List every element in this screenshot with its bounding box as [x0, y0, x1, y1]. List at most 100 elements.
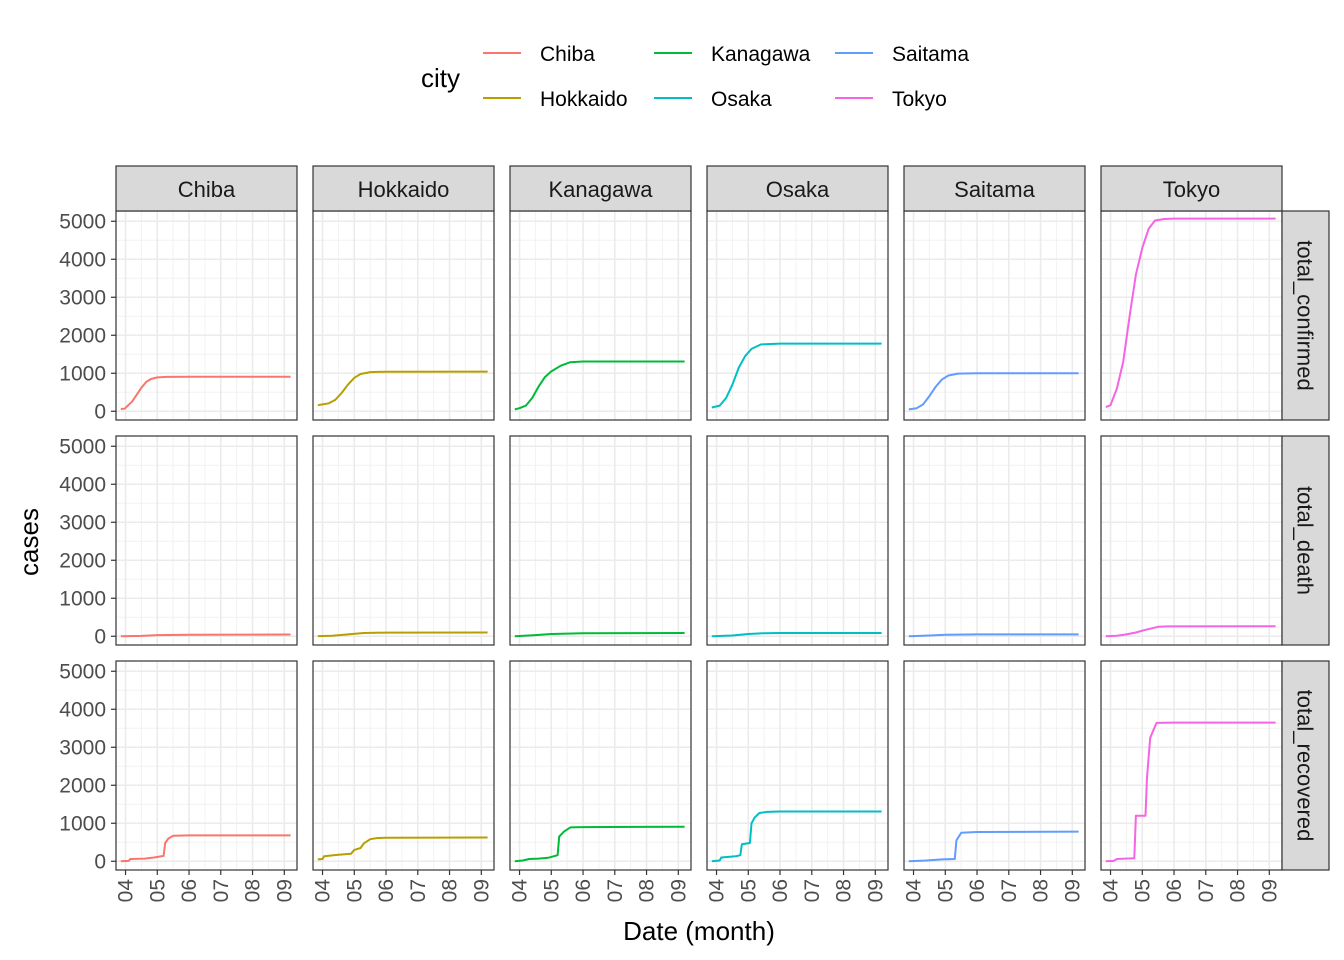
strip-label: Kanagawa: [549, 177, 654, 202]
x-tick-label: 06: [375, 879, 398, 902]
strip-background: [509, 165, 692, 212]
x-tick-label: 04: [1100, 879, 1123, 903]
panel-kanagawa-total-death: [509, 435, 692, 646]
x-tick-label: 07: [604, 879, 627, 902]
panel-background: [313, 436, 494, 645]
gridlines: [707, 661, 888, 870]
x-tick-label: 05: [343, 879, 366, 902]
strip-label: Tokyo: [1163, 177, 1220, 202]
row-strip-total-recovered: total_recovered: [1281, 660, 1330, 871]
panel-background: [904, 661, 1085, 870]
y-tick-label: 3000: [59, 286, 106, 309]
x-tick-label: 05: [1131, 879, 1154, 902]
legend-label: Hokkaido: [540, 88, 628, 111]
x-axis-chiba: 04 05 06 07 08 09: [115, 870, 296, 902]
x-tick-label: 07: [801, 879, 824, 902]
column-strips: Chiba Hokkaido Kanagawa Osaka Saitama Tokyo: [115, 165, 1283, 212]
panel-background: [1101, 661, 1282, 870]
x-axis-osaka: 04 05 06 07 08 09: [706, 870, 887, 902]
y-axis-total-recovered: 0 1000 2000 3000 4000 5000: [59, 660, 116, 873]
gridlines: [510, 436, 691, 645]
strip-background: [903, 165, 1086, 212]
y-tick-label: 5000: [59, 660, 106, 683]
panel-border: [115, 660, 298, 871]
x-tick-label: 09: [273, 879, 296, 902]
panel-tokyo-total-confirmed: [1100, 210, 1283, 421]
y-tick-label: 2000: [59, 549, 106, 572]
legend-item-hokkaido: Hokkaido: [483, 88, 628, 111]
legend-label: Kanagawa: [711, 43, 811, 66]
x-tick-label: 05: [737, 879, 760, 902]
strip-background: [312, 165, 495, 212]
column-strip-chiba: Chiba: [115, 165, 298, 212]
series-line-hokkaido-total-recovered: [317, 836, 488, 861]
series-line-osaka-total-confirmed: [711, 342, 882, 409]
panel-chiba-total-confirmed: [115, 210, 298, 421]
facet-panels: [115, 210, 1283, 871]
column-strip-kanagawa: Kanagawa: [509, 165, 692, 212]
gridlines: [707, 436, 888, 645]
panel-osaka-total-death: [706, 435, 889, 646]
legend-item-chiba: Chiba: [483, 43, 595, 66]
legend-label: Osaka: [711, 88, 772, 111]
x-tick-label: 04: [903, 879, 926, 903]
y-tick-label: 0: [94, 625, 106, 648]
x-tick-label: 06: [178, 879, 201, 902]
strip-background: [1281, 435, 1330, 646]
y-axis-total-death: 0 1000 2000 3000 4000 5000: [59, 435, 116, 648]
strip-label: total_confirmed: [1293, 240, 1318, 390]
gridlines: [116, 211, 297, 420]
series-line-saitama-total-recovered: [908, 830, 1079, 863]
panel-saitama-total-death: [903, 435, 1086, 646]
panel-background: [904, 211, 1085, 420]
y-tick-label: 0: [94, 400, 106, 423]
series-line-kanagawa-total-confirmed: [514, 360, 685, 411]
series-line-hokkaido-total-death: [317, 631, 488, 638]
column-strip-osaka: Osaka: [706, 165, 889, 212]
panel-border: [706, 660, 889, 871]
x-tick-label: 05: [540, 879, 563, 902]
panel-tokyo-total-recovered: [1100, 660, 1283, 871]
x-axis-title: Date (month): [623, 916, 775, 946]
gridlines: [510, 661, 691, 870]
panel-kanagawa-total-confirmed: [509, 210, 692, 421]
legend-label: Saitama: [892, 43, 969, 66]
y-tick-label: 1000: [59, 812, 106, 835]
x-tick-label: 07: [407, 879, 430, 902]
x-tick-label: 08: [242, 879, 265, 902]
strip-background: [1281, 660, 1330, 871]
y-tick-label: 4000: [59, 248, 106, 271]
panel-saitama-total-recovered: [903, 660, 1086, 871]
row-strip-total-death: total_death: [1281, 435, 1330, 646]
series-line-kanagawa-total-death: [514, 632, 685, 638]
gridlines: [1101, 436, 1282, 645]
x-tick-label: 06: [1163, 879, 1186, 902]
gridlines: [1101, 211, 1282, 420]
gridlines: [1101, 661, 1282, 870]
panel-background: [313, 661, 494, 870]
legend-label: Tokyo: [892, 88, 947, 111]
panel-background: [707, 211, 888, 420]
x-tick-label: 09: [667, 879, 690, 902]
panel-background: [1101, 436, 1282, 645]
strip-background: [1100, 165, 1283, 212]
y-tick-label: 5000: [59, 210, 106, 233]
x-axis-saitama: 04 05 06 07 08 09: [903, 870, 1084, 903]
x-tick-label: 06: [769, 879, 792, 902]
panel-chiba-total-recovered: [115, 660, 298, 871]
strip-label: total_recovered: [1293, 690, 1318, 842]
x-tick-label: 08: [1227, 879, 1250, 902]
panel-hokkaido-total-recovered: [312, 660, 495, 871]
strip-background: [706, 165, 889, 212]
series-line-tokyo-total-recovered: [1105, 721, 1276, 863]
y-axes: 0 1000 2000 3000 4000 5000 0 1000 2000 3000 4000 50…: [59, 210, 116, 873]
series-line-tokyo-total-death: [1105, 625, 1276, 638]
legend-label: Chiba: [540, 43, 595, 66]
y-axis-title: cases: [14, 508, 44, 576]
row-strips: total_confirmed total_death total_recovere…: [1281, 210, 1330, 871]
x-tick-label: 08: [636, 879, 659, 902]
x-tick-label: 08: [1030, 879, 1053, 902]
panel-border: [509, 435, 692, 646]
panel-chiba-total-death: [115, 435, 298, 646]
